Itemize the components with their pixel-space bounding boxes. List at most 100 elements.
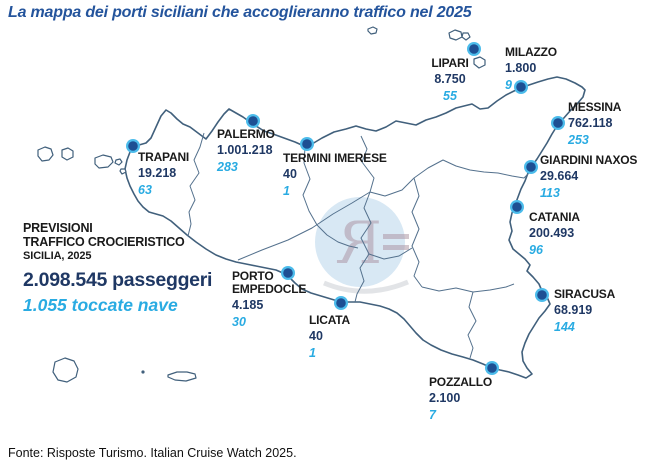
- port-passengers-trapani: 19.218: [138, 166, 177, 180]
- port-marker-core: [553, 118, 563, 128]
- port-marker-siracusa: [535, 288, 549, 302]
- island-panarea: [461, 32, 471, 41]
- island-levanzo: [61, 147, 74, 161]
- watermark-monogram: R: [336, 209, 382, 277]
- port-label-siracusa: SIRACUSA 68.919 144: [554, 288, 615, 334]
- port-marker-termini-imerese: [300, 137, 314, 151]
- port-calls-milazzo: 9: [505, 78, 512, 92]
- port-passengers-licata: 40: [309, 329, 323, 343]
- port-calls-catania: 96: [529, 243, 543, 257]
- island-marettimo: [37, 146, 54, 162]
- port-calls-siracusa: 144: [554, 320, 575, 334]
- watermark-bar-top: [383, 234, 409, 239]
- port-calls-pozzallo: 7: [429, 408, 436, 422]
- border-palermo-agrigento: [237, 191, 371, 261]
- summary-heading-line2: TRAFFICO CROCIERISTICO: [23, 235, 185, 249]
- port-name-licata: LICATA: [309, 313, 351, 327]
- source-note: Fonte: Risposte Turismo. Italian Cruise …: [8, 446, 297, 460]
- port-name-porto-empedocle: PORTO EMPEDOCLE: [232, 269, 307, 296]
- watermark-circle: [315, 197, 405, 287]
- port-calls-messina: 253: [568, 133, 589, 147]
- port-label-pozzallo: POZZALLO 2.100 7: [429, 376, 492, 422]
- risposte-turismo-watermark: R: [315, 197, 409, 294]
- port-marker-core: [302, 139, 312, 149]
- port-calls-giardini-naxos: 113: [540, 186, 560, 200]
- watermark-bar-bottom: [383, 245, 409, 250]
- port-marker-milazzo: [514, 80, 528, 94]
- port-label-catania: CATANIA 200.493 96: [529, 211, 580, 257]
- port-passengers-messina: 762.118: [568, 116, 613, 130]
- border-trapani: [187, 132, 205, 237]
- watermark-swoosh: [323, 279, 409, 294]
- port-name-catania: CATANIA: [529, 210, 580, 224]
- port-name-messina: MESSINA: [568, 100, 622, 114]
- port-marker-core: [526, 162, 536, 172]
- port-marker-core: [516, 82, 526, 92]
- port-calls-porto-empedocle: 30: [232, 315, 246, 329]
- port-marker-licata: [334, 296, 348, 310]
- minor-islands: [37, 26, 486, 383]
- island-favignana: [94, 154, 114, 169]
- port-name-palermo: PALERMO: [217, 127, 275, 141]
- page-title: La mappa dei porti siciliani che accogli…: [8, 4, 472, 21]
- border-messina-south: [369, 159, 531, 197]
- port-calls-palermo: 283: [217, 160, 238, 174]
- island-vulcano: [473, 56, 486, 69]
- port-marker-messina: [551, 116, 565, 130]
- port-passengers-milazzo: 1.800: [505, 61, 537, 75]
- port-marker-lipari: [467, 42, 481, 56]
- summary-heading-line3: SICILIA, 2025: [23, 250, 92, 262]
- port-calls-lipari: 55: [443, 89, 457, 103]
- port-label-lipari: LIPARI 8.750 55: [420, 57, 480, 103]
- islet-stagnone-2: [119, 168, 127, 175]
- port-marker-core: [283, 268, 293, 278]
- port-name-lipari: LIPARI: [431, 56, 469, 70]
- port-marker-trapani: [126, 139, 140, 153]
- port-label-messina: MESSINA 762.118 253: [568, 101, 621, 147]
- border-enna-south: [368, 247, 413, 260]
- port-marker-giardini-naxos: [524, 160, 538, 174]
- port-label-porto-empedocle: PORTO EMPEDOCLE 4.185 30: [232, 270, 318, 329]
- summary-heading-line1: PREVISIONI: [23, 221, 93, 235]
- island-lampedusa: [167, 371, 197, 382]
- port-calls-trapani: 63: [138, 183, 152, 197]
- port-marker-catania: [510, 200, 524, 214]
- island-filicudi: [367, 26, 378, 35]
- port-marker-core: [487, 363, 497, 373]
- port-passengers-giardini-naxos: 29.664: [540, 169, 579, 183]
- port-name-milazzo: MILAZZO: [505, 45, 557, 59]
- port-marker-core: [512, 202, 522, 212]
- port-label-milazzo: MILAZZO 1.800 9: [505, 46, 557, 92]
- traffic-forecast-summary: PREVISIONI TRAFFICO CROCIERISTICO SICILI…: [23, 221, 212, 315]
- port-passengers-porto-empedocle: 4.185: [232, 298, 264, 312]
- border-palermo-east: [360, 135, 375, 193]
- port-marker-core: [537, 290, 547, 300]
- province-borders: [187, 132, 531, 359]
- island-pantelleria: [52, 357, 79, 383]
- summary-total-passengers: 2.098.545 passeggeri: [23, 269, 213, 291]
- port-label-termini-imerese: TERMINI IMERESE 40 1: [283, 152, 387, 198]
- port-passengers-termini-imerese: 40: [283, 167, 297, 181]
- island-linosa: [141, 370, 145, 374]
- port-calls-licata: 1: [309, 346, 316, 360]
- port-name-giardini-naxos: GIARDINI NAXOS: [540, 153, 638, 167]
- summary-total-ship-calls: 1.055 toccate nave: [23, 295, 178, 315]
- port-name-pozzallo: POZZALLO: [429, 375, 493, 389]
- port-passengers-siracusa: 68.919: [554, 303, 593, 317]
- port-name-trapani: TRAPANI: [138, 150, 190, 164]
- port-marker-core: [469, 44, 479, 54]
- port-calls-termini-imerese: 1: [283, 184, 290, 198]
- port-label-licata: LICATA 40 1: [309, 314, 350, 360]
- port-marker-core: [248, 116, 258, 126]
- port-marker-pozzallo: [485, 361, 499, 375]
- port-markers: [126, 42, 565, 375]
- port-name-termini-imerese: TERMINI IMERESE: [283, 151, 387, 165]
- border-ragusa-siracusa: [467, 291, 477, 359]
- port-marker-palermo: [246, 114, 260, 128]
- port-label-palermo: PALERMO 1.001.218 283: [217, 128, 275, 174]
- port-label-giardini-naxos: GIARDINI NAXOS 29.664 113: [540, 154, 637, 200]
- port-passengers-lipari: 8.750: [434, 72, 466, 86]
- port-marker-core: [128, 141, 138, 151]
